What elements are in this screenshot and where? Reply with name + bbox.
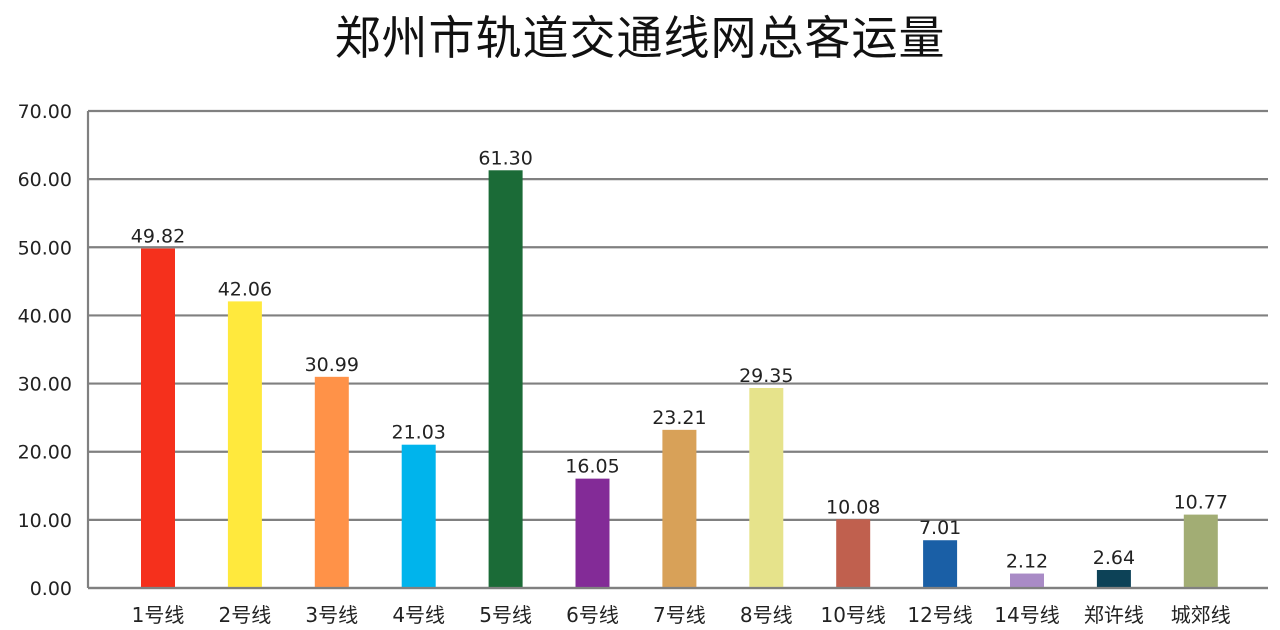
bar [836,519,871,588]
data-label: 16.05 [565,456,619,478]
bars [141,170,1218,589]
data-label: 21.03 [391,422,445,444]
data-labels: 49.82 42.06 30.99 21.03 61.30 16.05 23.21 29.35… [131,147,1228,572]
bar [488,170,523,588]
y-tick-label: 50.00 [18,237,72,259]
bar [141,248,175,589]
y-tick-label: 0.00 [30,578,72,600]
bar [1096,570,1131,588]
data-label: 10.08 [826,496,880,518]
bar [749,388,784,588]
data-label: 2.12 [1006,551,1048,573]
chart-title: 郑州市轨道交通线网总客运量 [334,11,946,65]
bar [575,478,610,588]
bar [401,444,436,588]
y-tick-label: 70.00 [18,101,72,123]
y-tick-label: 10.00 [18,510,72,532]
x-tick-label: 12号线 [907,603,972,627]
bar [1010,573,1044,588]
data-label: 23.21 [652,407,706,429]
bar [1183,514,1218,588]
data-label: 49.82 [131,226,185,248]
x-tick-label: 5号线 [479,603,532,627]
data-label: 30.99 [305,354,359,376]
x-tick-label: 1号线 [132,603,185,627]
y-tick-label: 20.00 [18,442,72,464]
x-tick-label: 7号线 [653,603,706,627]
axes [86,111,1268,590]
bar [662,429,697,588]
data-label: 29.35 [739,365,793,387]
x-tick-label: 3号线 [305,603,358,627]
data-label: 61.30 [478,147,532,169]
x-tick-label: 6号线 [566,603,619,627]
x-tick-label: 10号线 [820,603,885,627]
x-tick-label: 14号线 [994,603,1059,627]
y-tick-label: 40.00 [18,305,72,327]
y-tick-label: 30.00 [18,374,72,396]
x-tick-label: 4号线 [392,603,445,627]
data-label: 10.77 [1174,492,1228,514]
x-tick-label: 2号线 [219,603,272,627]
bar [227,301,262,588]
x-tick-label: 郑许线 [1084,603,1144,627]
y-axis-ticks: 0.00 10.00 20.00 30.00 40.00 50.00 60.00 70.00 [18,101,72,600]
x-axis-labels: 1号线 2号线 3号线 4号线 5号线 6号线 7号线 8号线 10号线 12号线 14号线 郑许线 城… [132,603,1231,627]
y-tick-label: 60.00 [18,169,72,191]
data-label: 2.64 [1093,547,1135,569]
x-tick-label: 城郊线 [1171,603,1231,627]
data-label: 42.06 [218,278,272,300]
data-label: 7.01 [919,517,961,539]
x-tick-label: 8号线 [740,603,793,627]
bar [923,540,958,588]
bar [314,376,349,588]
